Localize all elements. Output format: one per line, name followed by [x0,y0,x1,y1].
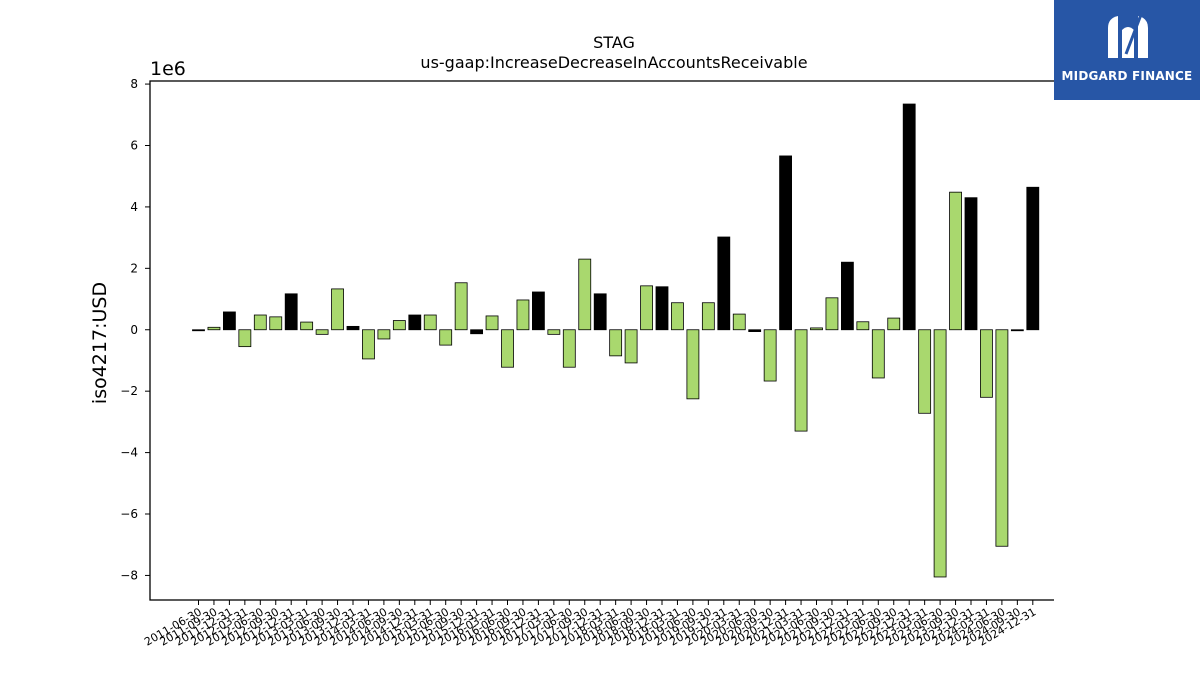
bar-chart: STAG us-gaap:IncreaseDecreaseInAccountsR… [89,33,1054,649]
bar [362,329,375,360]
bar [562,329,576,368]
bars-group [192,103,1040,578]
bar [655,286,669,331]
bar [841,261,854,331]
y-tick-label: 4 [130,200,138,214]
y-tick-label: 0 [130,323,138,337]
bar [748,329,762,332]
y-axis-label: iso4217:USD [89,282,111,404]
y-tick-label: 2 [130,261,138,275]
bar [918,329,932,414]
bar [238,329,252,348]
bar [547,329,561,335]
bar [671,302,684,331]
y-tick-label: −4 [120,446,138,460]
bar [392,320,406,331]
bar [423,314,437,331]
bar [346,325,360,331]
bar [454,282,468,331]
bar [516,299,530,331]
bar [470,329,484,335]
y-tick-label: 8 [130,77,138,91]
bar [980,329,993,398]
bar [933,329,947,578]
bar [609,329,623,357]
brand-logo: MIDGARD FINANCE [1054,0,1200,100]
bar [686,329,700,400]
y-offset-text: 1e6 [150,58,186,80]
plot-frame [149,80,1054,601]
bar [763,329,777,382]
bar [871,329,885,379]
brand-name: MIDGARD FINANCE [1061,69,1193,83]
x-axis: 2011-06-302011-09-302011-12-312012-03-31… [142,600,1038,649]
bar [284,293,298,331]
bar [717,236,731,331]
y-tick-label: 6 [130,138,138,152]
chart-subtitle: us-gaap:IncreaseDecreaseInAccountsReceiv… [420,53,807,72]
bar [192,329,205,332]
bar [902,103,916,331]
bar [825,297,839,331]
y-axis: −8 −6 −4 −2 0 2 4 6 8 [120,77,150,582]
bar [964,197,978,331]
bar [331,288,344,331]
bar [810,327,823,331]
bar [485,315,499,331]
y-tick-label: −6 [120,507,138,521]
bar [1010,329,1024,332]
bar [732,313,746,331]
bar [856,321,870,331]
bar [995,329,1009,547]
chart-title: STAG [593,33,635,52]
bar [1026,186,1040,331]
bar [207,326,221,331]
bar [624,329,638,364]
bar [408,314,422,331]
bar [501,329,514,368]
bar [253,314,267,331]
bar [949,191,962,331]
bar [593,293,607,331]
bar [640,285,653,331]
bar [532,291,545,331]
bar [269,316,283,331]
bar [887,317,901,331]
bar [300,321,314,331]
y-tick-label: −8 [120,568,138,582]
bar [794,329,808,432]
bar [315,329,329,335]
bar [578,258,592,331]
y-tick-label: −2 [120,384,138,398]
bar [439,329,453,346]
bar [377,329,391,340]
bar [779,155,792,331]
midgard-logo-icon [1108,11,1148,58]
bar [701,302,715,331]
bar [222,311,236,331]
